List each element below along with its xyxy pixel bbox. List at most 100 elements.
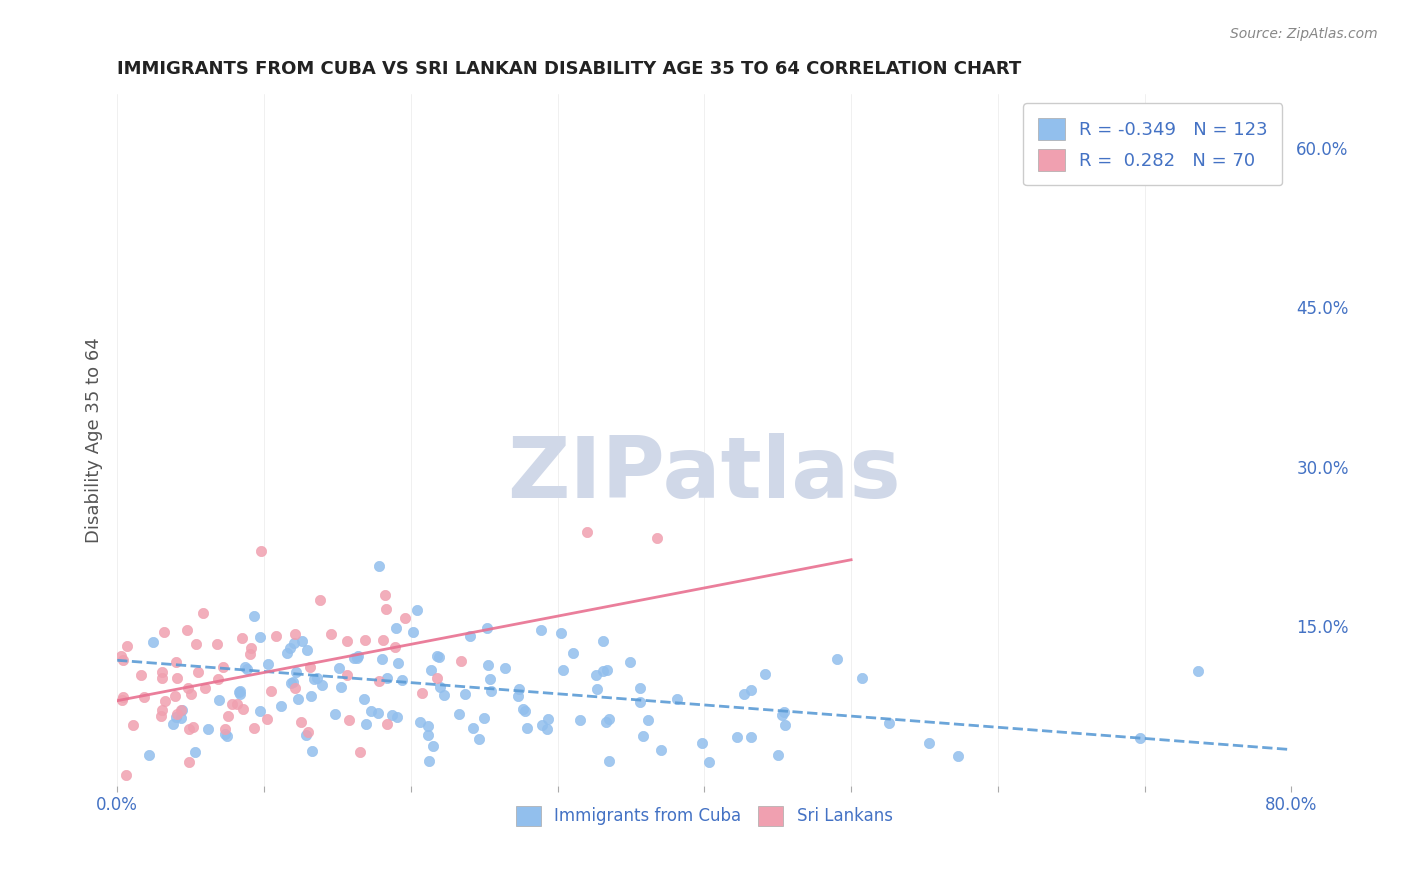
Point xyxy=(115,639,138,653)
Point xyxy=(283,681,305,695)
Text: Source: ZipAtlas.com: Source: ZipAtlas.com xyxy=(1230,27,1378,41)
Point xyxy=(150,703,173,717)
Point xyxy=(291,634,314,648)
Point xyxy=(592,633,614,648)
Point xyxy=(214,723,236,737)
Point xyxy=(550,625,572,640)
Point xyxy=(191,606,214,620)
Point xyxy=(208,693,231,707)
Point xyxy=(264,628,287,642)
Legend: Immigrants from Cuba, Sri Lankans: Immigrants from Cuba, Sri Lankans xyxy=(509,799,900,833)
Point xyxy=(568,713,591,727)
Point xyxy=(766,747,789,762)
Point xyxy=(530,623,553,637)
Point xyxy=(405,603,427,617)
Point xyxy=(111,653,134,667)
Point xyxy=(418,719,440,733)
Point xyxy=(323,706,346,721)
Point xyxy=(311,678,333,692)
Point xyxy=(381,708,404,723)
Point xyxy=(775,718,797,732)
Point xyxy=(215,729,238,743)
Point xyxy=(162,717,184,731)
Point xyxy=(284,627,307,641)
Point xyxy=(402,624,425,639)
Point xyxy=(301,744,323,758)
Point xyxy=(516,721,538,735)
Point xyxy=(122,718,145,732)
Point xyxy=(328,660,350,674)
Point xyxy=(551,663,574,677)
Point xyxy=(205,637,228,651)
Point xyxy=(645,531,668,545)
Point xyxy=(375,671,398,685)
Point xyxy=(460,629,482,643)
Point xyxy=(349,745,371,759)
Point xyxy=(368,558,391,573)
Point xyxy=(276,647,298,661)
Point xyxy=(184,745,207,759)
Point xyxy=(165,655,187,669)
Point xyxy=(283,635,305,649)
Point xyxy=(336,633,359,648)
Point xyxy=(308,592,330,607)
Point xyxy=(232,702,254,716)
Point xyxy=(236,662,259,676)
Point xyxy=(562,646,585,660)
Point xyxy=(165,710,187,724)
Point xyxy=(180,687,202,701)
Point xyxy=(825,652,848,666)
Point xyxy=(740,682,762,697)
Point xyxy=(426,671,449,685)
Point xyxy=(418,754,440,768)
Point xyxy=(391,673,413,687)
Point xyxy=(508,689,530,703)
Point xyxy=(163,689,186,703)
Point xyxy=(243,721,266,735)
Point xyxy=(697,755,720,769)
Point xyxy=(384,640,406,654)
Point xyxy=(374,588,396,602)
Point xyxy=(343,651,366,665)
Point xyxy=(239,647,262,661)
Point xyxy=(772,707,794,722)
Point xyxy=(166,671,188,685)
Point xyxy=(231,631,253,645)
Point xyxy=(305,671,328,685)
Point xyxy=(637,713,659,727)
Point xyxy=(447,707,470,722)
Point xyxy=(733,687,755,701)
Point xyxy=(170,703,193,717)
Point xyxy=(740,730,762,744)
Y-axis label: Disability Age 35 to 64: Disability Age 35 to 64 xyxy=(86,337,103,543)
Point xyxy=(177,681,200,695)
Point xyxy=(225,697,247,711)
Point xyxy=(631,729,654,743)
Point xyxy=(299,690,322,704)
Point xyxy=(132,690,155,704)
Point xyxy=(290,715,312,730)
Text: IMMIGRANTS FROM CUBA VS SRI LANKAN DISABILITY AGE 35 TO 64 CORRELATION CHART: IMMIGRANTS FROM CUBA VS SRI LANKAN DISAB… xyxy=(117,60,1021,78)
Point xyxy=(536,722,558,736)
Point xyxy=(418,728,440,742)
Point xyxy=(153,694,176,708)
Point xyxy=(1187,665,1209,679)
Point xyxy=(515,704,537,718)
Point xyxy=(249,704,271,718)
Point xyxy=(595,663,617,677)
Point xyxy=(354,716,377,731)
Point xyxy=(249,630,271,644)
Point xyxy=(433,689,456,703)
Point xyxy=(214,727,236,741)
Point xyxy=(426,649,449,664)
Point xyxy=(233,660,256,674)
Point xyxy=(373,633,395,648)
Point xyxy=(280,675,302,690)
Point xyxy=(385,621,408,635)
Point xyxy=(576,525,599,540)
Point xyxy=(336,667,359,681)
Point xyxy=(114,768,136,782)
Point xyxy=(394,611,416,625)
Point xyxy=(260,684,283,698)
Point xyxy=(450,654,472,668)
